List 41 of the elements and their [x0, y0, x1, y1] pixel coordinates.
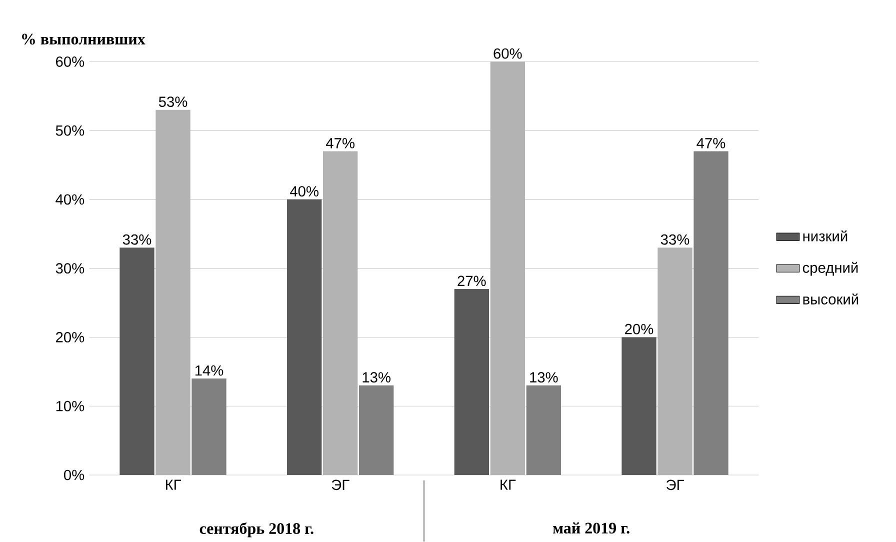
- bar: [490, 62, 525, 476]
- y-tick-label: 0%: [64, 470, 84, 480]
- bar: [454, 289, 490, 476]
- y-tick-label: 30%: [56, 263, 84, 274]
- x-tick-label: ЭГ: [666, 480, 684, 490]
- y-tick-label: 60%: [56, 56, 84, 67]
- y-tick-label: 10%: [56, 400, 84, 412]
- x-tick-label: КГ: [166, 480, 181, 490]
- bar: [622, 337, 656, 476]
- x-tick-label: КГ: [500, 480, 516, 490]
- y-tick-label: 40%: [56, 194, 84, 205]
- data-label: 40%: [290, 186, 318, 197]
- legend-label: средний: [802, 262, 858, 276]
- bar: [156, 110, 190, 476]
- bar: [323, 151, 358, 476]
- bar: [658, 248, 692, 476]
- legend-label: низкий: [803, 230, 848, 242]
- bar: [192, 378, 226, 476]
- y-axis-title: % выполнивших: [22, 34, 146, 45]
- y-tick-label: 20%: [56, 332, 84, 342]
- data-label: 53%: [158, 96, 188, 107]
- text: сентябрь 2018 г.: [200, 522, 314, 538]
- data-label: 14%: [195, 365, 224, 376]
- bar: [694, 151, 728, 476]
- data-label: 20%: [625, 324, 654, 334]
- bar: [287, 199, 322, 476]
- data-label: 13%: [530, 372, 558, 383]
- data-label: 33%: [122, 234, 152, 245]
- bar: [120, 248, 154, 476]
- data-label: 27%: [458, 276, 486, 286]
- y-tick-label: 50%: [56, 125, 84, 136]
- data-label: 60%: [494, 48, 522, 59]
- x-tick-label: ЭГ: [332, 480, 350, 490]
- bar: [359, 385, 394, 476]
- data-label: 33%: [660, 234, 690, 245]
- bar: [526, 385, 561, 476]
- legend-label: высокий: [803, 293, 858, 304]
- data-label: 47%: [696, 138, 726, 148]
- text: май 2019 г.: [553, 522, 630, 534]
- data-label: 13%: [362, 372, 390, 383]
- data-label: 47%: [326, 138, 354, 148]
